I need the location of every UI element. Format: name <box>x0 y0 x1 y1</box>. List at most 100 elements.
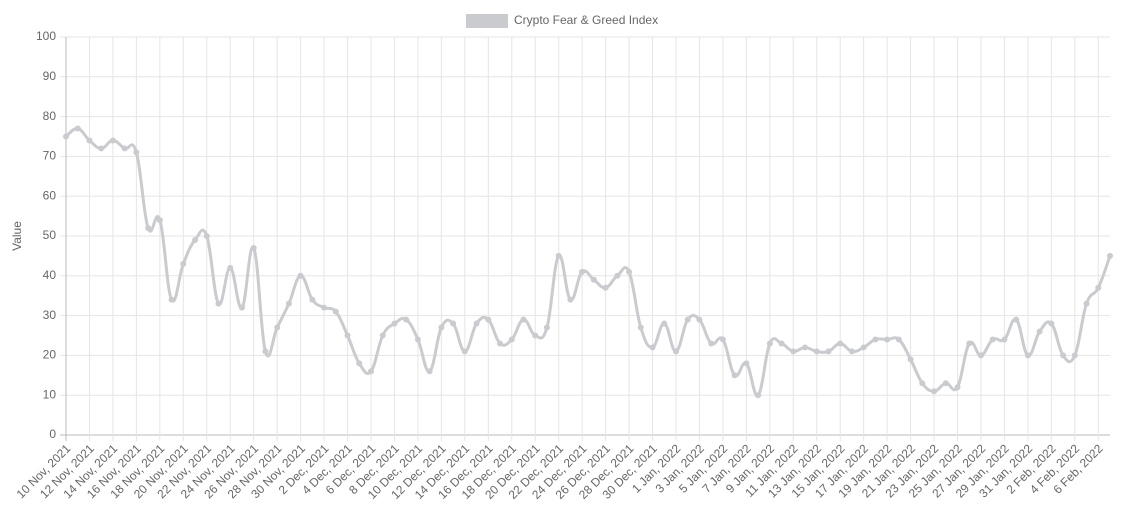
data-point <box>145 225 152 232</box>
data-point <box>203 233 210 239</box>
data-point <box>438 324 445 331</box>
data-point <box>614 272 621 279</box>
data-point <box>391 320 398 327</box>
data-point <box>332 308 339 315</box>
data-point <box>813 348 820 355</box>
y-tick-label: 30 <box>43 308 57 322</box>
data-point <box>895 336 902 343</box>
data-point <box>520 316 527 323</box>
y-tick-label: 80 <box>43 109 57 123</box>
data-point <box>109 137 116 144</box>
data-point <box>989 336 996 343</box>
data-point <box>637 324 644 331</box>
data-point <box>1013 316 1020 323</box>
y-tick-label: 60 <box>43 188 57 202</box>
data-point <box>672 348 679 355</box>
data-point <box>696 316 703 323</box>
data-point <box>884 336 891 343</box>
data-point <box>227 264 234 271</box>
data-point <box>250 244 257 251</box>
data-point <box>1071 352 1078 359</box>
data-point <box>379 332 386 339</box>
y-tick-label: 70 <box>43 149 57 163</box>
data-point <box>590 276 597 283</box>
data-point <box>532 332 539 339</box>
data-point <box>790 348 797 355</box>
y-tick-label: 50 <box>43 228 57 242</box>
data-point <box>215 300 222 307</box>
data-point <box>1001 336 1008 343</box>
y-tick-label: 90 <box>43 69 57 83</box>
data-point <box>719 336 726 343</box>
data-point <box>661 320 668 327</box>
data-point <box>121 145 128 152</box>
data-point <box>309 296 316 303</box>
data-point <box>473 320 480 327</box>
data-point <box>297 272 304 279</box>
data-point <box>180 260 187 267</box>
data-point <box>1107 252 1113 259</box>
data-point <box>649 344 656 351</box>
data-point <box>942 380 949 387</box>
data-point <box>778 340 785 347</box>
data-point <box>356 360 363 367</box>
legend-label: Crypto Fear & Greed Index <box>514 13 658 27</box>
data-point <box>755 392 762 399</box>
data-point <box>1060 352 1067 359</box>
data-point <box>192 236 199 243</box>
data-point <box>919 380 926 387</box>
data-point <box>579 268 586 275</box>
data-point <box>626 268 633 275</box>
data-point <box>497 340 504 347</box>
data-point <box>485 316 492 323</box>
data-point <box>63 133 69 140</box>
data-point <box>133 149 140 156</box>
data-point <box>931 388 938 395</box>
data-point <box>1024 352 1031 359</box>
data-point <box>426 368 433 375</box>
data-point <box>1048 320 1055 327</box>
data-point <box>367 368 374 375</box>
y-tick-label: 10 <box>43 387 57 401</box>
data-point <box>414 336 421 343</box>
data-point <box>461 348 468 355</box>
data-point <box>1095 284 1102 291</box>
data-point <box>802 344 809 351</box>
legend-swatch <box>466 14 508 28</box>
data-point <box>872 336 879 343</box>
data-point <box>1036 328 1043 335</box>
data-point <box>98 145 105 152</box>
data-point <box>848 348 855 355</box>
data-point <box>262 348 269 355</box>
data-point <box>86 137 93 144</box>
data-point <box>825 348 832 355</box>
data-point <box>567 296 574 303</box>
data-point <box>508 336 515 343</box>
data-point <box>403 316 410 323</box>
data-point <box>274 324 281 331</box>
data-point <box>966 340 973 347</box>
data-point <box>837 340 844 347</box>
data-point <box>450 320 457 327</box>
data-point <box>743 360 750 367</box>
data-point <box>602 284 609 291</box>
y-axis-label: Value <box>10 221 24 251</box>
data-point <box>1083 300 1090 307</box>
data-point <box>168 296 175 303</box>
data-point <box>766 340 773 347</box>
data-point <box>344 332 351 339</box>
y-tick-label: 20 <box>43 348 57 362</box>
data-point <box>954 384 961 391</box>
data-point <box>74 125 81 132</box>
y-tick-label: 100 <box>36 29 56 43</box>
data-point <box>684 316 691 323</box>
data-point <box>731 372 738 379</box>
data-point <box>321 304 328 311</box>
data-point <box>907 356 914 363</box>
data-point <box>860 344 867 351</box>
data-point <box>977 352 984 359</box>
data-point <box>156 217 163 224</box>
data-point <box>285 300 292 307</box>
data-point <box>708 340 715 347</box>
